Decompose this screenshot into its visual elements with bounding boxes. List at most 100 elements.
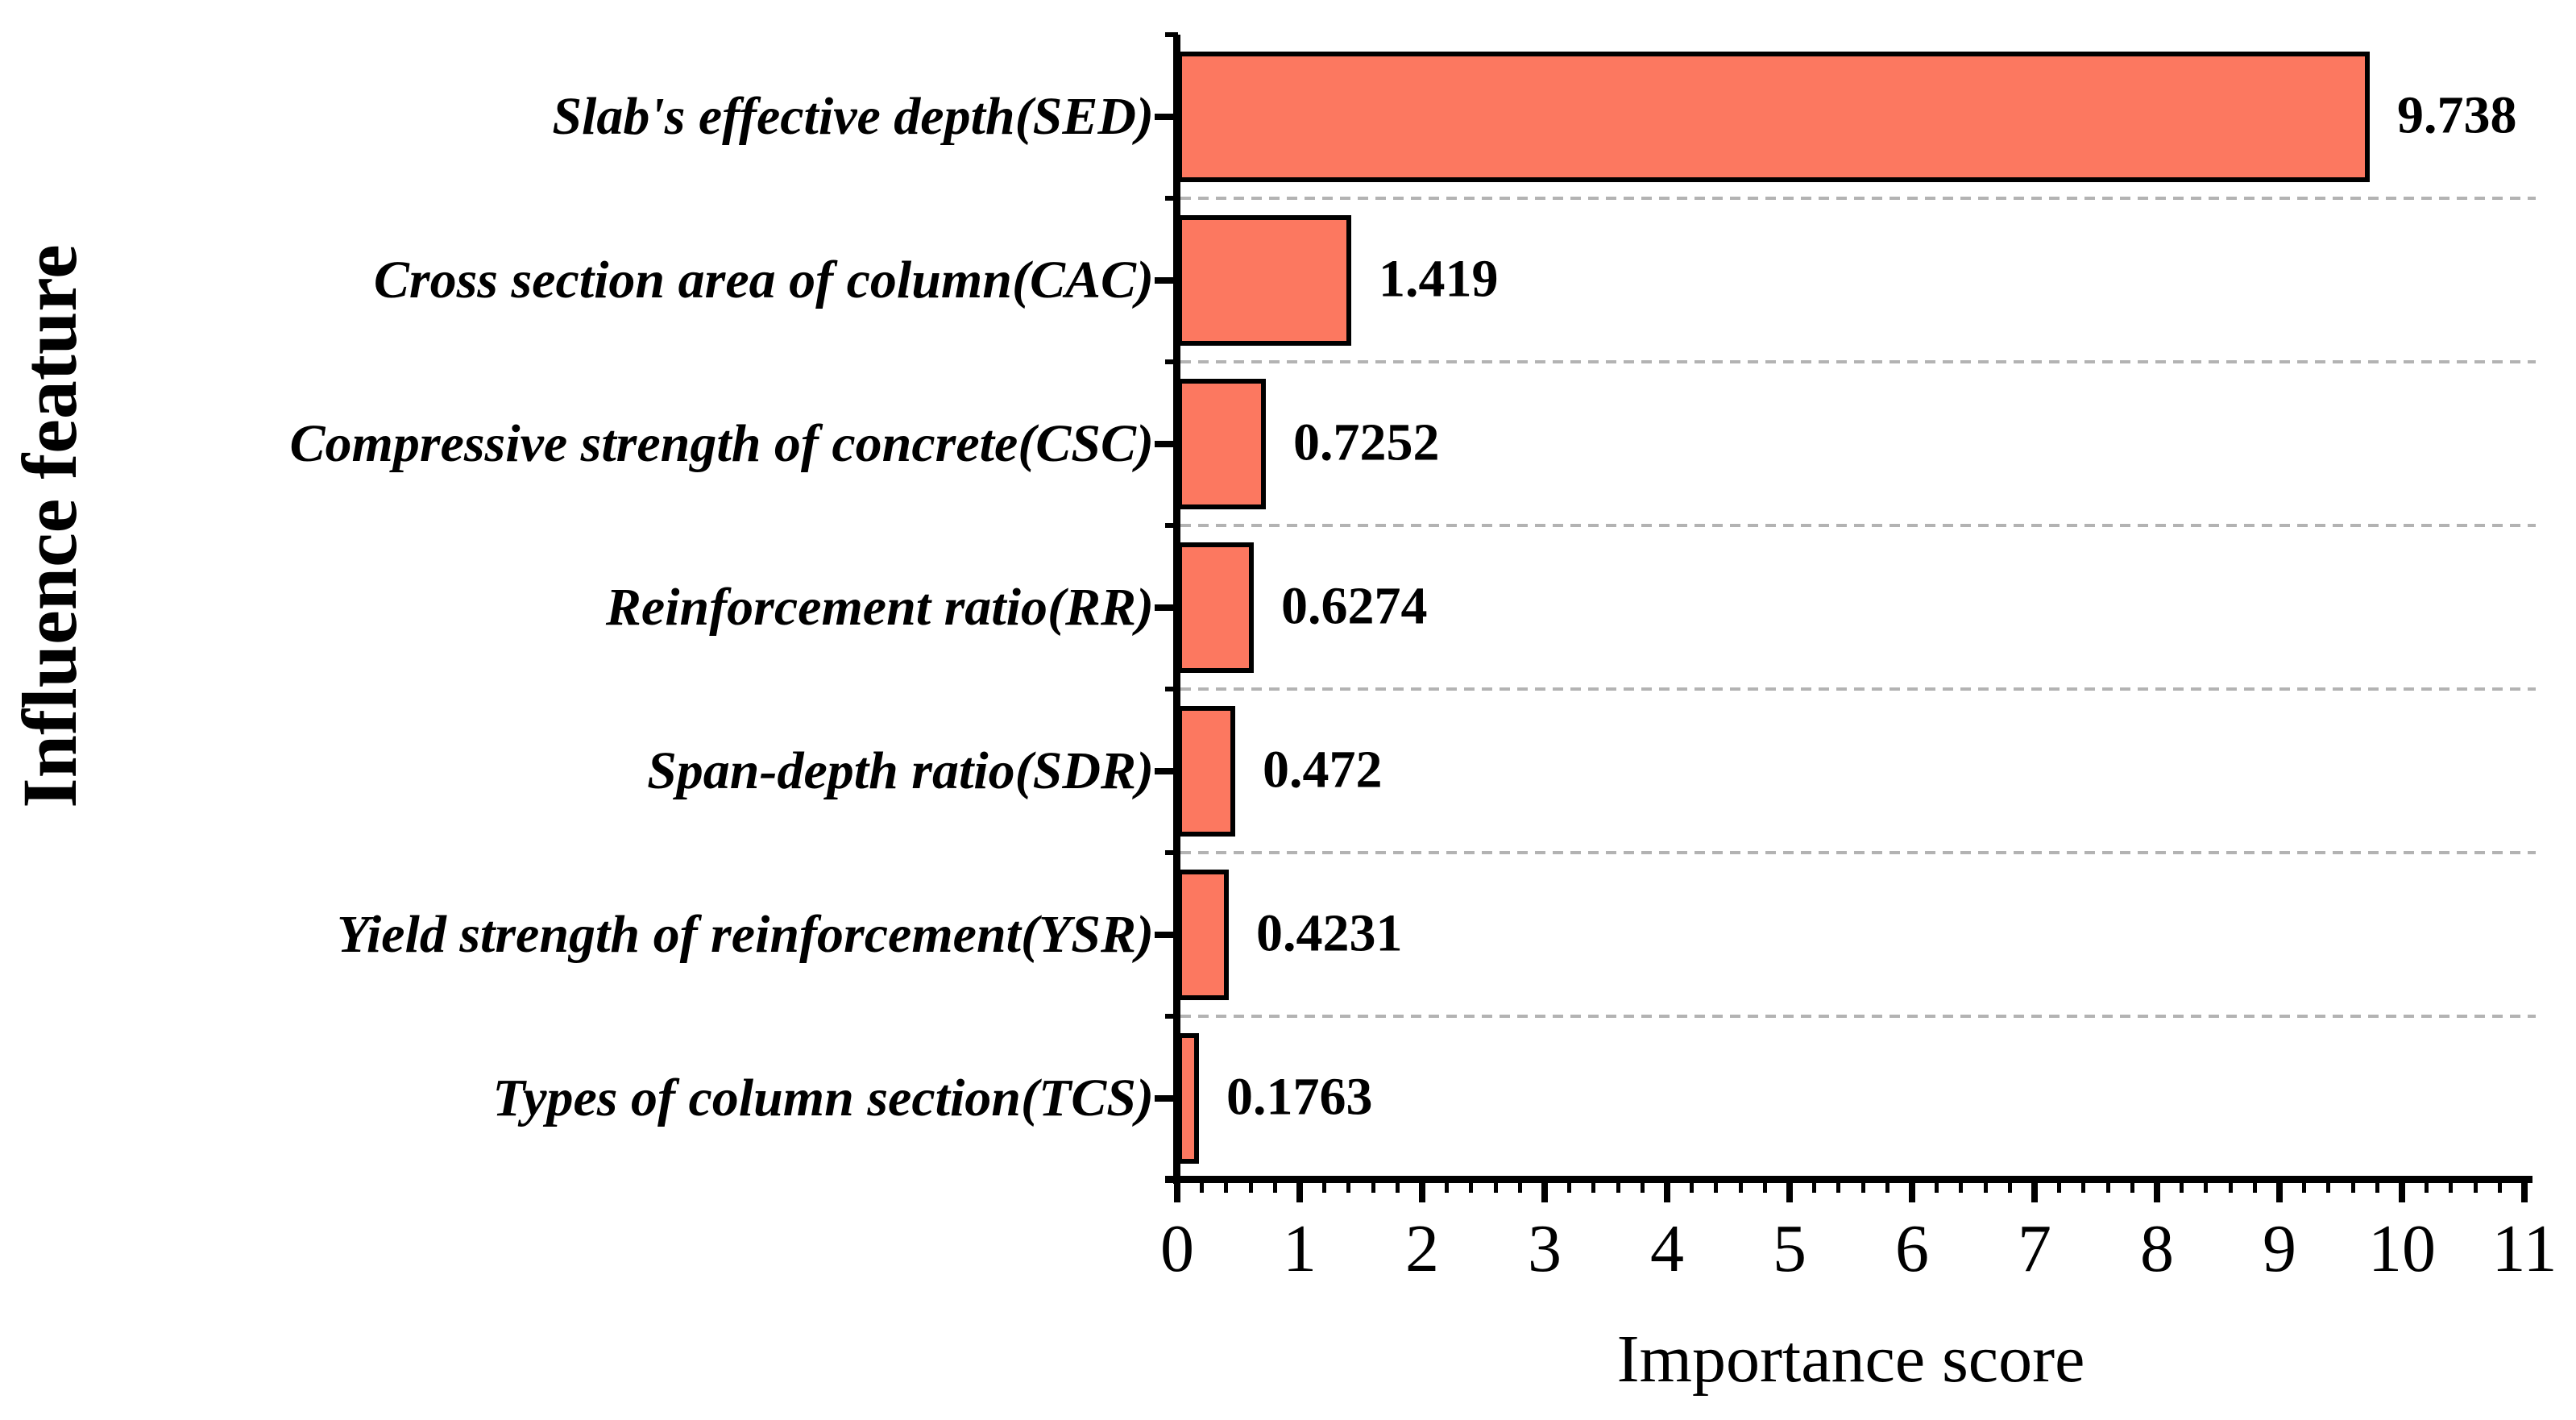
y-axis-major-tick <box>1155 1094 1177 1102</box>
category-label: Types of column section(TCS) <box>492 1068 1154 1127</box>
x-axis-major-tick <box>1664 1181 1670 1202</box>
category-label: Span-depth ratio(SDR) <box>647 741 1154 800</box>
y-axis-major-tick <box>1155 113 1177 120</box>
x-axis-major-tick <box>2276 1181 2283 1202</box>
x-axis-minor-tick <box>1934 1181 1939 1193</box>
x-axis-major-tick <box>1296 1181 1303 1202</box>
x-axis-minor-tick <box>2081 1181 2086 1193</box>
category-separator-gridline <box>1180 851 2536 854</box>
x-axis-title: Importance score <box>1616 1322 2085 1397</box>
category-separator-gridline <box>1180 687 2536 691</box>
y-axis-minor-tick <box>1165 1014 1178 1019</box>
bar-value-label: 0.7252 <box>1293 412 1440 471</box>
x-axis-minor-tick <box>2105 1181 2110 1193</box>
bar <box>1177 51 2370 182</box>
category-separator-gridline <box>1180 524 2536 527</box>
x-axis-minor-tick <box>2473 1181 2478 1193</box>
x-axis-tick-label: 4 <box>1650 1211 1684 1286</box>
y-axis-line <box>1173 35 1180 1184</box>
x-axis-minor-tick <box>1641 1181 1645 1193</box>
x-axis-minor-tick <box>1983 1181 1988 1193</box>
y-axis-minor-tick <box>1165 359 1178 364</box>
category-label: Slab's effective depth(SED) <box>552 86 1154 146</box>
x-axis-minor-tick <box>2326 1181 2331 1193</box>
bar <box>1177 869 1229 1000</box>
x-axis-minor-tick <box>1493 1181 1498 1193</box>
y-axis-major-tick <box>1155 276 1177 284</box>
x-axis-minor-tick <box>1836 1181 1841 1193</box>
bar <box>1177 705 1235 837</box>
y-axis-minor-tick <box>1165 32 1178 37</box>
x-axis-minor-tick <box>2179 1181 2184 1193</box>
x-axis-minor-tick <box>2253 1181 2258 1193</box>
y-axis-title: Influence feature <box>6 244 93 808</box>
x-axis-tick-label: 6 <box>1895 1211 1929 1286</box>
x-axis-minor-tick <box>1591 1181 1596 1193</box>
x-axis-major-tick <box>1541 1181 1548 1202</box>
x-axis-minor-tick <box>1273 1181 1278 1193</box>
y-axis-major-tick <box>1155 767 1177 774</box>
x-axis-line <box>1165 1176 2532 1183</box>
y-axis-minor-tick <box>1165 850 1178 855</box>
category-label: Reinforcement ratio(RR) <box>605 577 1154 637</box>
x-axis-tick-label: 1 <box>1283 1211 1317 1286</box>
bar <box>1177 214 1351 346</box>
category-label: Cross section area of column(CAC) <box>373 250 1154 309</box>
y-axis-minor-tick <box>1165 687 1178 691</box>
x-axis-major-tick <box>2521 1181 2528 1202</box>
x-axis-tick-label: 9 <box>2263 1211 2296 1286</box>
y-axis-major-tick <box>1155 931 1177 938</box>
x-axis-minor-tick <box>2375 1181 2380 1193</box>
y-axis-major-tick <box>1155 604 1177 611</box>
x-axis-minor-tick <box>2301 1181 2306 1193</box>
bar <box>1177 542 1254 673</box>
category-separator-gridline <box>1180 360 2536 363</box>
bar-value-label: 1.419 <box>1379 248 1499 308</box>
x-axis-minor-tick <box>1224 1181 1229 1193</box>
x-axis-minor-tick <box>1738 1181 1743 1193</box>
bar-value-label: 0.4231 <box>1256 903 1403 962</box>
x-axis-tick-label: 8 <box>2140 1211 2174 1286</box>
x-axis-minor-tick <box>1566 1181 1571 1193</box>
x-axis-minor-tick <box>1860 1181 1865 1193</box>
x-axis-minor-tick <box>2498 1181 2503 1193</box>
x-axis-minor-tick <box>1346 1181 1351 1193</box>
category-separator-gridline <box>1180 197 2536 200</box>
x-axis-minor-tick <box>2130 1181 2135 1193</box>
x-axis-minor-tick <box>2204 1181 2209 1193</box>
x-axis-minor-tick <box>2228 1181 2233 1193</box>
x-axis-minor-tick <box>1518 1181 1523 1193</box>
x-axis-major-tick <box>1174 1181 1180 1202</box>
x-axis-minor-tick <box>1763 1181 1768 1193</box>
x-axis-minor-tick <box>1371 1181 1375 1193</box>
x-axis-minor-tick <box>1199 1181 1204 1193</box>
bar <box>1177 1032 1199 1164</box>
x-axis-major-tick <box>1419 1181 1425 1202</box>
x-axis-minor-tick <box>1811 1181 1816 1193</box>
y-axis-minor-tick <box>1165 523 1178 528</box>
x-axis-minor-tick <box>2424 1181 2429 1193</box>
x-axis-major-tick <box>2031 1181 2038 1202</box>
x-axis-minor-tick <box>1396 1181 1400 1193</box>
category-label: Yield strength of reinforcement(YSR) <box>337 904 1154 964</box>
x-axis-major-tick <box>2399 1181 2405 1202</box>
x-axis-tick-label: 2 <box>1405 1211 1439 1286</box>
bar-value-label: 0.1763 <box>1226 1066 1373 1126</box>
bar-value-label: 9.738 <box>2397 85 2517 144</box>
x-axis-minor-tick <box>2056 1181 2061 1193</box>
x-axis-tick-label: 11 <box>2491 1211 2557 1286</box>
category-label: Compressive strength of concrete(CSC) <box>289 413 1154 473</box>
x-axis-minor-tick <box>1959 1181 1964 1193</box>
bar-value-label: 0.6274 <box>1281 575 1428 635</box>
x-axis-tick-label: 7 <box>2018 1211 2051 1286</box>
y-axis-minor-tick <box>1165 196 1178 201</box>
x-axis-minor-tick <box>1689 1181 1694 1193</box>
category-separator-gridline <box>1180 1015 2536 1018</box>
bar-value-label: 0.472 <box>1263 739 1383 799</box>
x-axis-minor-tick <box>2008 1181 2013 1193</box>
y-axis-major-tick <box>1155 440 1177 447</box>
x-axis-tick-label: 5 <box>1773 1211 1807 1286</box>
x-axis-minor-tick <box>1469 1181 1474 1193</box>
x-axis-minor-tick <box>1248 1181 1253 1193</box>
